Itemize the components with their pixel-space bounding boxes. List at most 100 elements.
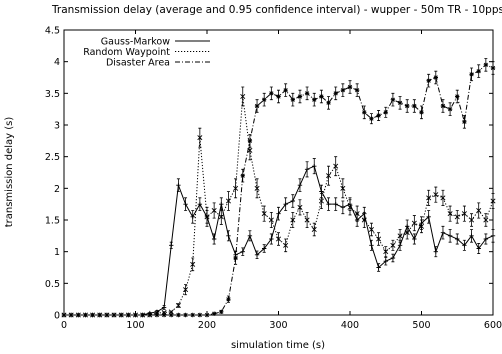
data-point: [276, 94, 281, 99]
data-point: [254, 103, 260, 109]
legend-item-disaster-area: Disaster Area: [106, 58, 210, 69]
data-point: [376, 113, 381, 118]
data-point: [283, 201, 288, 207]
data-point: [326, 173, 332, 179]
legend-item-gauss-markow: Gauss-Markow: [101, 37, 210, 48]
data-point: [304, 167, 310, 172]
data-point: [476, 246, 481, 251]
data-point: [233, 255, 238, 261]
data-point: [455, 94, 460, 99]
data-point: [140, 312, 145, 318]
data-point: [211, 207, 217, 214]
data-point: [326, 100, 331, 106]
data-point: [225, 198, 231, 204]
y-tick-label: 2.5: [45, 152, 60, 163]
legend-label: Random Waypoint: [83, 47, 170, 58]
data-point: [169, 312, 174, 318]
data-point: [240, 93, 246, 100]
data-point: [290, 217, 296, 223]
data-point: [462, 119, 467, 125]
legend-item-random-waypoint: Random Waypoint: [83, 47, 210, 58]
data-point: [204, 312, 210, 318]
data-point: [190, 261, 196, 267]
x-axis-label: simulation time (s): [231, 340, 325, 351]
data-point: [276, 211, 281, 216]
x-tick-label: 600: [484, 320, 502, 331]
data-point: [233, 185, 239, 191]
data-point: [262, 97, 267, 102]
data-point: [490, 65, 496, 71]
data-point: [447, 233, 453, 239]
data-point: [119, 312, 124, 318]
data-point: [133, 312, 138, 318]
data-point: [226, 233, 231, 239]
data-point: [61, 312, 67, 318]
data-point: [312, 163, 317, 169]
data-point: [440, 195, 446, 201]
data-point: [461, 211, 467, 217]
data-point: [447, 211, 453, 217]
data-point: [247, 138, 253, 144]
data-point: [297, 204, 303, 210]
data-point: [175, 302, 181, 309]
y-tick-label: 1.5: [45, 216, 60, 227]
x-tick-label: 500: [412, 320, 430, 331]
data-point: [426, 214, 431, 220]
data-point: [312, 97, 317, 102]
data-point: [204, 214, 210, 220]
data-point: [169, 243, 174, 248]
data-point: [275, 236, 282, 242]
data-point: [161, 312, 167, 318]
data-point: [319, 189, 324, 194]
data-point: [419, 110, 424, 115]
y-tick-label: 4.5: [45, 26, 60, 37]
data-point: [283, 242, 289, 248]
data-point: [462, 243, 467, 248]
data-point: [297, 182, 303, 188]
y-tick-label: 3: [54, 121, 60, 132]
data-point: [161, 305, 167, 310]
y-axis-label: transmission delay (s): [4, 117, 15, 228]
data-point: [290, 198, 295, 204]
data-point: [490, 198, 496, 204]
data-point: [318, 198, 324, 204]
data-point: [104, 312, 110, 318]
data-point: [412, 103, 417, 109]
data-point: [383, 110, 388, 115]
x-tick-label: 200: [198, 320, 216, 331]
x-tick-label: 400: [341, 320, 359, 331]
data-point: [176, 312, 181, 318]
data-point: [376, 265, 381, 270]
data-point: [197, 201, 203, 207]
data-point: [211, 236, 217, 242]
x-tick-label: 100: [126, 320, 144, 331]
data-point: [226, 296, 231, 302]
data-point: [283, 87, 288, 93]
data-point: [376, 236, 382, 242]
series-disaster-area: [61, 58, 496, 318]
data-point: [319, 94, 324, 99]
data-point: [268, 217, 274, 223]
data-point: [483, 62, 489, 68]
legend-label: Gauss-Markow: [101, 37, 170, 48]
data-point: [383, 249, 389, 255]
data-point: [368, 226, 374, 233]
data-point: [97, 312, 102, 318]
data-point: [433, 75, 438, 80]
data-point: [304, 217, 310, 223]
data-point: [262, 246, 267, 251]
data-point: [219, 309, 224, 315]
data-point: [483, 217, 489, 223]
series-layer: [61, 58, 496, 318]
data-point: [68, 312, 74, 318]
data-point: [154, 312, 160, 318]
data-point: [397, 243, 403, 248]
data-point: [390, 255, 396, 261]
data-point: [340, 205, 346, 210]
data-point: [362, 110, 367, 115]
data-point: [333, 201, 338, 207]
data-point: [455, 236, 460, 242]
data-point: [247, 233, 253, 239]
data-point: [483, 236, 489, 242]
